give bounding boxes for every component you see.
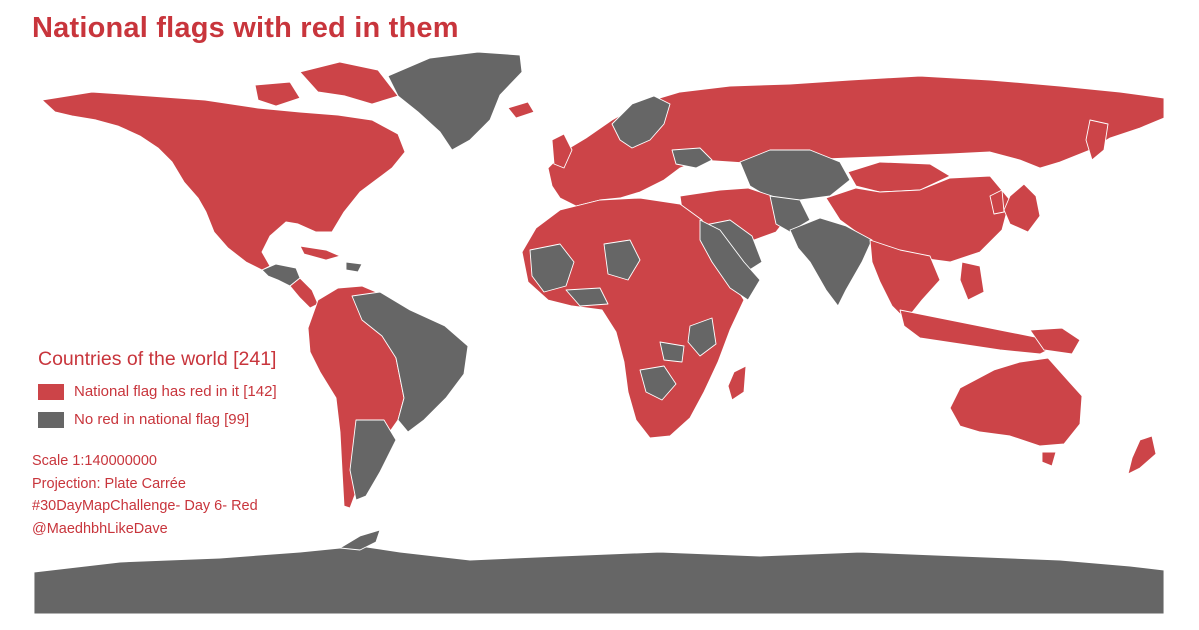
legend-title: Countries of the world [241] bbox=[38, 348, 277, 370]
new-guinea-region bbox=[1029, 327, 1081, 355]
eastern-europe-region bbox=[671, 147, 713, 169]
legend-item-red: National flag has red in it [142] bbox=[38, 379, 277, 404]
caribbean-region bbox=[299, 245, 341, 261]
africa-region bbox=[687, 317, 717, 357]
antarctica-region bbox=[33, 545, 1165, 615]
caribbean-region bbox=[345, 261, 363, 273]
arctic-islands-region bbox=[299, 61, 399, 105]
legend-label: No red in national flag [99] bbox=[74, 411, 250, 428]
southeast-asia-region bbox=[869, 239, 941, 321]
africa-region bbox=[699, 219, 761, 301]
tasmania-region bbox=[1041, 451, 1057, 467]
new-zealand-region bbox=[1127, 435, 1157, 475]
africa-region bbox=[565, 287, 609, 307]
author-text: @MaedhbhLikeDave bbox=[32, 520, 168, 537]
legend-item-gray: No red in national flag [99] bbox=[38, 407, 277, 432]
legend-label: National flag has red in it [142] bbox=[74, 383, 277, 400]
philippines-region bbox=[959, 261, 985, 301]
kamchatka-region bbox=[1085, 119, 1109, 161]
africa-region bbox=[529, 243, 575, 293]
india-region bbox=[789, 217, 873, 307]
south-america-region bbox=[349, 419, 397, 501]
red-swatch bbox=[38, 383, 64, 400]
madagascar-region bbox=[727, 365, 747, 401]
map-credits: Scale 1:140000000 Projection: Plate Carr… bbox=[32, 450, 258, 540]
legend: Countries of the world [241] National fl… bbox=[38, 348, 277, 435]
uk-region bbox=[551, 133, 573, 169]
scale-text: Scale 1:140000000 bbox=[32, 453, 157, 469]
africa-region bbox=[521, 197, 745, 439]
japan-region bbox=[1003, 183, 1041, 233]
scandinavia-region bbox=[611, 95, 671, 149]
korea-region bbox=[989, 189, 1005, 215]
south-america-region bbox=[351, 291, 469, 433]
iceland-region bbox=[507, 101, 535, 119]
australia-region bbox=[949, 357, 1083, 447]
antarctic-peninsula-region bbox=[339, 529, 381, 551]
central-america-region bbox=[289, 277, 319, 309]
africa-region bbox=[639, 365, 677, 401]
projection-text: Projection: Plate Carrée bbox=[32, 475, 186, 492]
greenland-region bbox=[387, 51, 523, 151]
hashtag-text: #30DayMapChallenge- Day 6- Red bbox=[32, 498, 258, 514]
eurasia-region bbox=[547, 75, 1165, 207]
map-title: National flags with red in them bbox=[32, 12, 459, 44]
africa-region bbox=[603, 239, 641, 281]
gray-swatch bbox=[38, 411, 64, 428]
mongolia-region bbox=[847, 161, 951, 193]
africa-region bbox=[659, 341, 685, 363]
arctic-islands-region bbox=[254, 81, 301, 107]
north-america-region bbox=[41, 91, 406, 271]
